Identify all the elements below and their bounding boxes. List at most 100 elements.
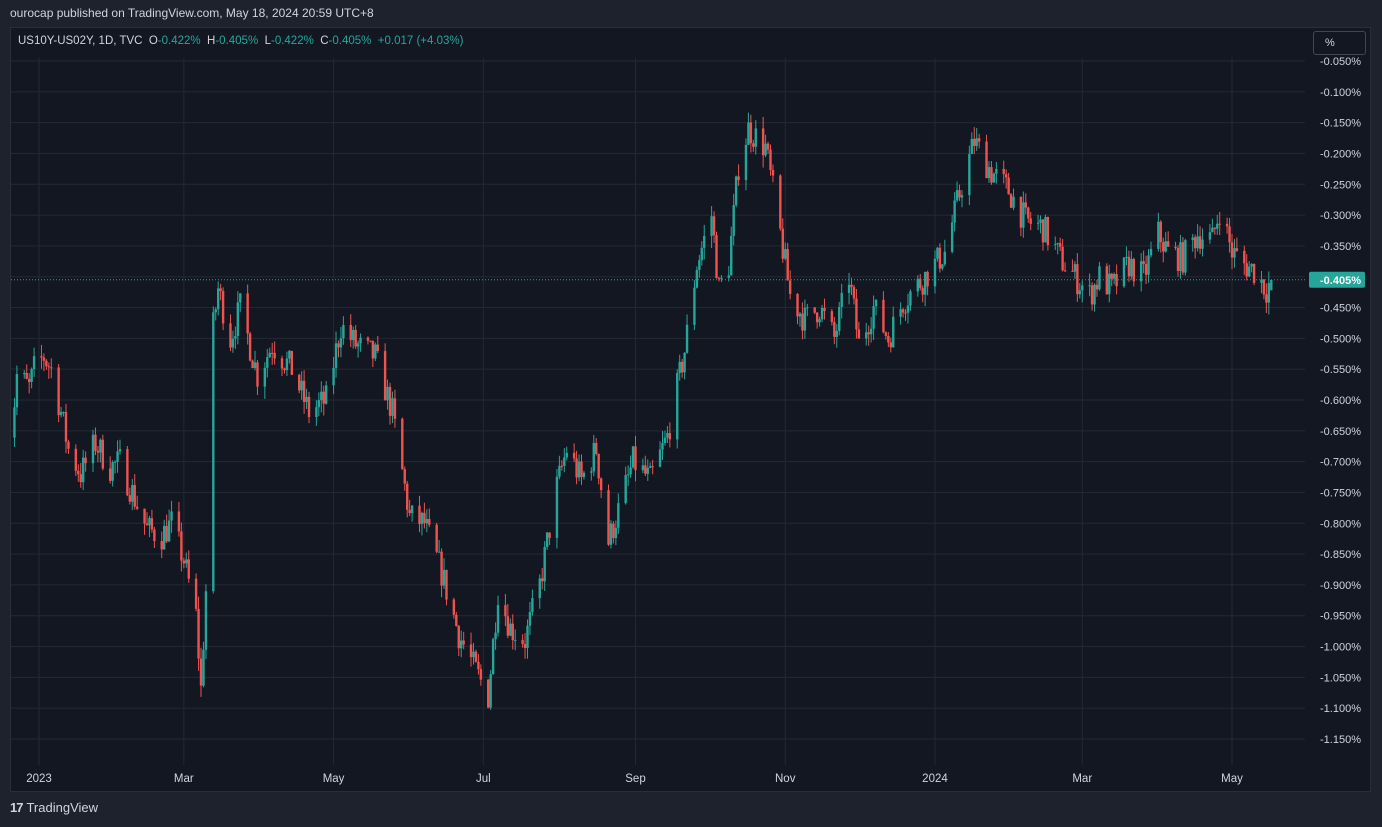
candle-body — [352, 329, 355, 341]
candle-body — [953, 200, 956, 223]
candle-body — [1184, 240, 1187, 273]
y-tick-label: -0.500% — [1320, 333, 1361, 345]
candle-body — [526, 625, 529, 648]
x-tick-label: May — [323, 773, 345, 785]
grid-lines — [11, 58, 1305, 765]
candle-body — [403, 469, 406, 484]
candle-body — [1012, 196, 1015, 208]
y-tick-label: -0.900% — [1320, 580, 1361, 592]
candle-body — [1122, 257, 1126, 287]
candle-body — [641, 465, 645, 471]
candle-body — [1093, 284, 1096, 305]
y-tick-label: -0.050% — [1320, 56, 1361, 68]
candle-body — [1019, 196, 1023, 228]
candle-body — [1095, 284, 1099, 290]
candle-body — [1139, 261, 1143, 282]
candle-body — [234, 336, 237, 339]
candle-body — [784, 249, 787, 259]
candle-body — [1196, 236, 1199, 249]
candle-body — [229, 323, 232, 348]
y-tick-label: -0.750% — [1320, 487, 1361, 499]
candle-body — [202, 649, 205, 686]
candle-body — [300, 380, 303, 391]
candle-body — [506, 616, 510, 636]
candle-body — [180, 531, 183, 561]
candle-body — [494, 632, 497, 640]
candle-body — [302, 380, 306, 402]
candle-body — [1262, 279, 1266, 295]
candle-body — [840, 292, 843, 307]
candle-body — [423, 512, 426, 524]
candle-body — [904, 312, 907, 314]
x-tick-label: 2024 — [922, 773, 948, 785]
legend-open-label: O — [148, 35, 158, 47]
candle-body — [700, 247, 703, 261]
x-tick-label: Mar — [1072, 773, 1092, 785]
candle-body — [761, 128, 765, 156]
candle-body — [148, 518, 151, 526]
candle-body — [788, 280, 792, 294]
candle-body — [737, 176, 740, 180]
candle-body — [406, 483, 409, 510]
candle-body — [1213, 227, 1217, 229]
candle-body — [165, 525, 168, 542]
candle-body — [730, 235, 733, 276]
candle-body — [131, 485, 134, 502]
candle-body — [425, 519, 429, 524]
candle-body — [592, 442, 595, 472]
candle-body — [847, 284, 851, 293]
candle-body — [813, 307, 816, 313]
candle-body — [160, 541, 163, 550]
candle-body — [1233, 248, 1236, 258]
candle-body — [1166, 241, 1170, 247]
chart-pane[interactable] — [10, 27, 1371, 792]
candle-body — [153, 529, 156, 542]
candle-body — [1208, 232, 1212, 240]
candle-body — [521, 639, 524, 644]
candle-body — [170, 511, 173, 521]
candle-body — [246, 293, 249, 334]
candle-body — [1198, 236, 1202, 249]
candle-body — [197, 608, 200, 659]
candle-body — [919, 278, 922, 289]
candle-body — [491, 639, 495, 675]
candle-body — [59, 412, 63, 416]
candle-body — [884, 332, 888, 336]
candle-body — [288, 350, 291, 359]
candle-body — [734, 176, 738, 206]
candle-body — [597, 454, 600, 479]
candle-body — [84, 457, 87, 464]
candles — [13, 112, 1273, 710]
candle-body — [663, 437, 667, 443]
candle-body — [1007, 177, 1010, 195]
tradingview-brand: TradingView — [26, 800, 99, 815]
candle-body — [509, 623, 512, 636]
percent-scale-button[interactable]: % — [1313, 31, 1366, 55]
legend-symbol[interactable]: US10Y-US02Y, 1D, TVC — [18, 35, 143, 47]
candle-body — [941, 264, 944, 269]
candle-body — [322, 391, 325, 404]
candle-body — [62, 412, 65, 414]
candle-body — [661, 442, 664, 450]
candle-body — [1046, 217, 1050, 245]
candle-body — [440, 551, 443, 586]
candle-body — [1132, 258, 1136, 282]
y-tick-label: -1.150% — [1320, 734, 1361, 746]
candle-body — [1147, 255, 1150, 275]
candle-body — [1191, 237, 1194, 241]
candle-body — [162, 525, 166, 550]
candle-body — [45, 360, 48, 367]
candle-body — [268, 352, 271, 358]
candle-body — [882, 299, 885, 333]
candle-body — [194, 578, 198, 609]
candle-body — [101, 439, 105, 469]
candle-body — [666, 432, 669, 438]
footer-branding: 17 TradingView — [10, 800, 98, 815]
candle-body — [820, 307, 824, 320]
candle-body — [1127, 256, 1131, 277]
candle-body — [42, 357, 46, 361]
candle-body — [116, 451, 119, 462]
candle-body — [386, 386, 389, 401]
candle-body — [1164, 241, 1167, 252]
